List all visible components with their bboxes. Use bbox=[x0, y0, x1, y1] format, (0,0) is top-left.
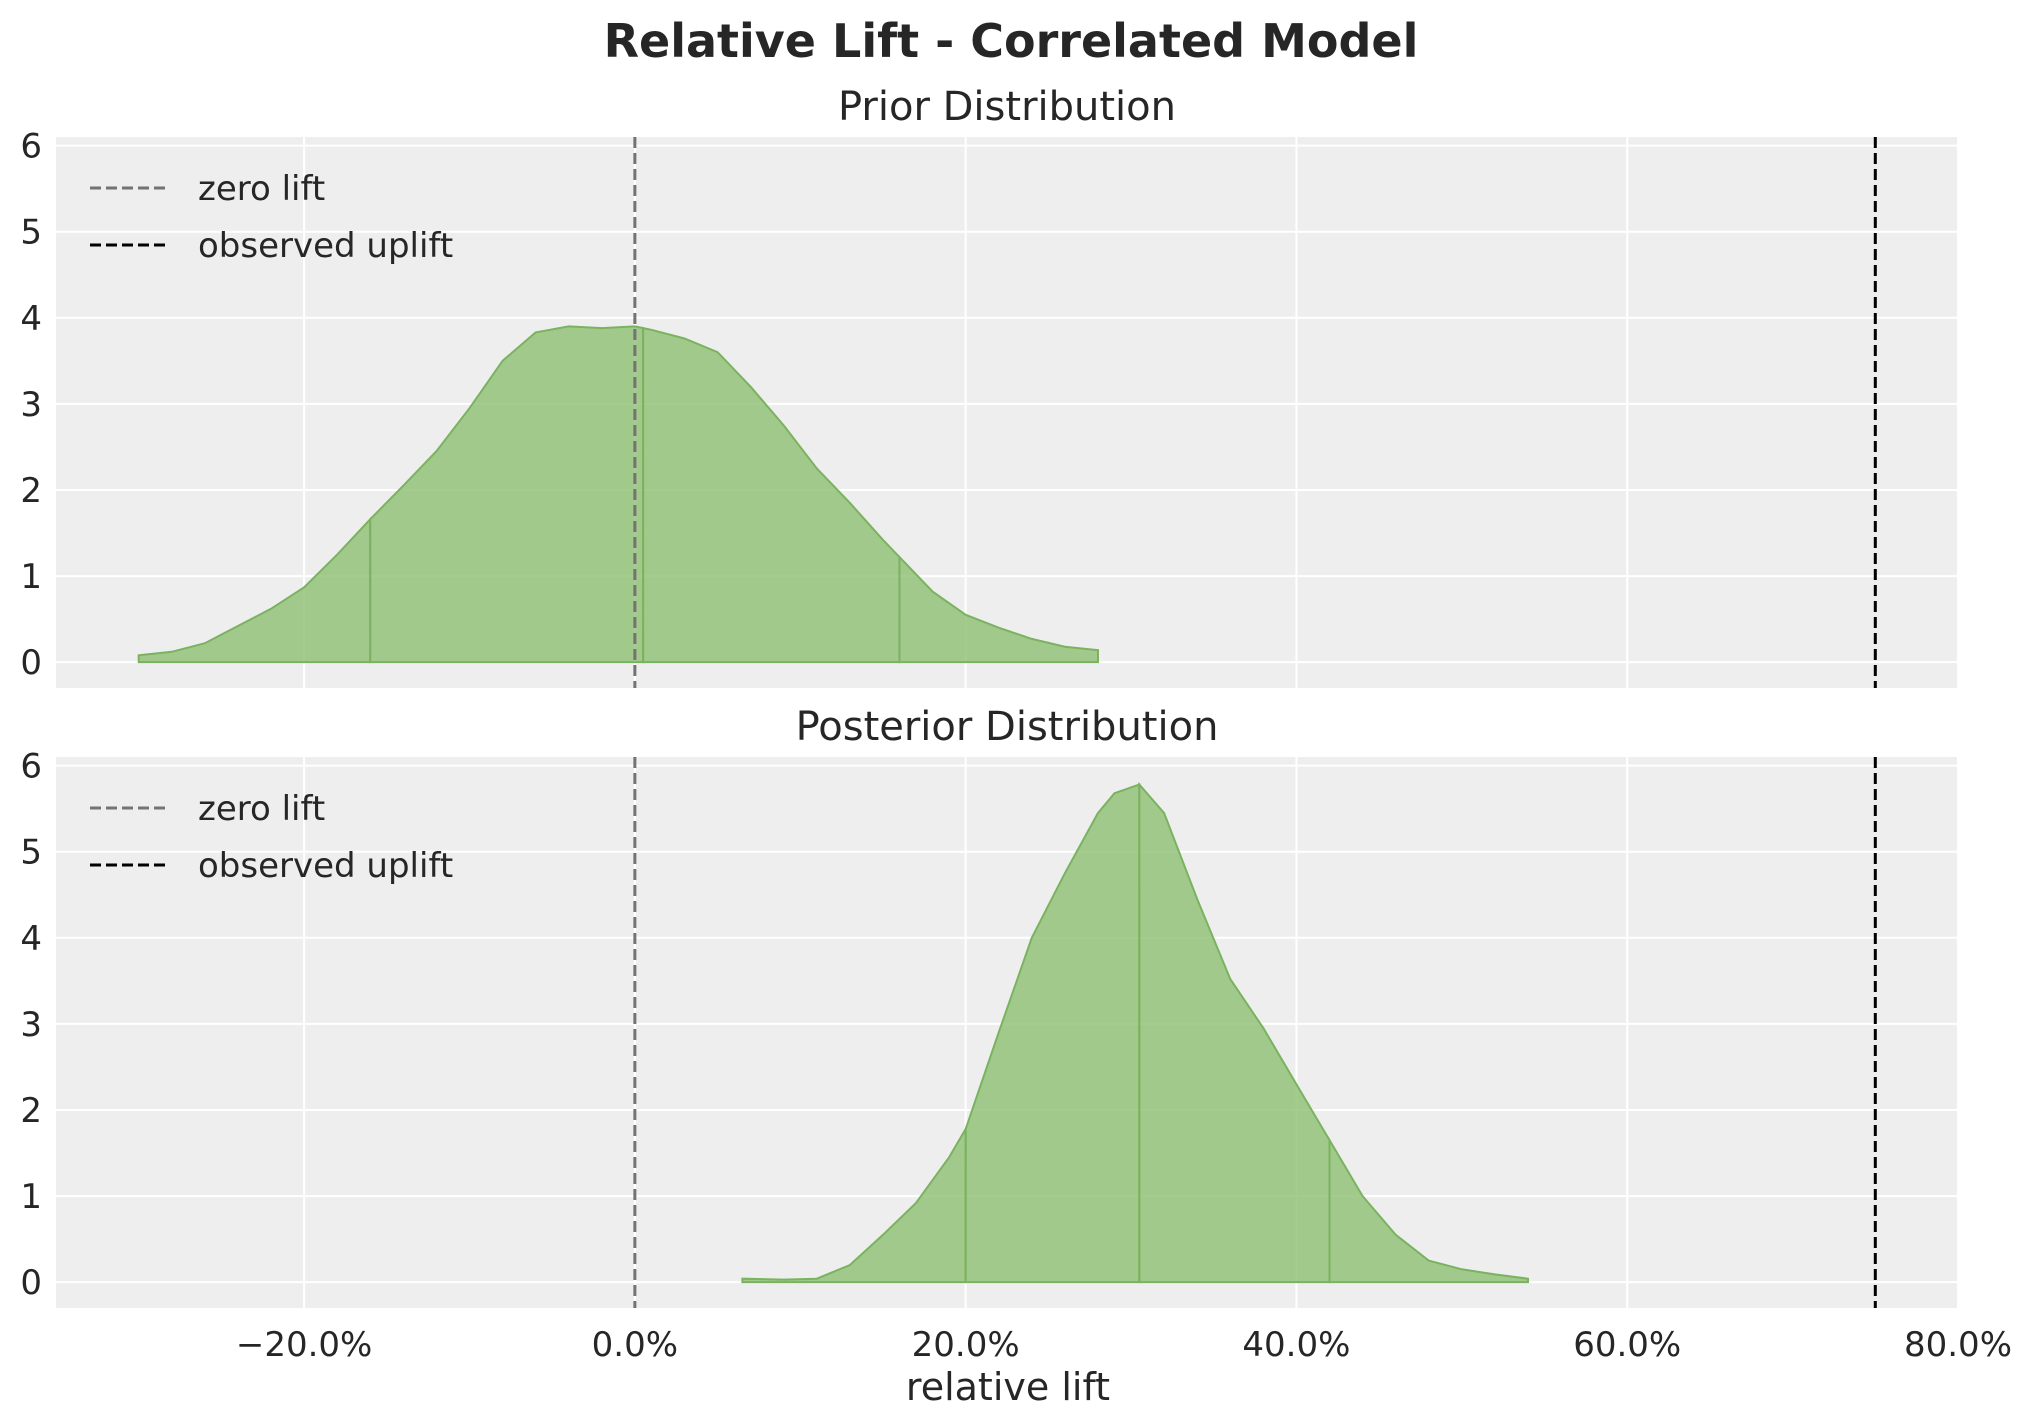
y-tick-label: 4 bbox=[20, 299, 42, 339]
posterior-ticks: 0 1 2 3 4 5 6 −20.0% 0.0% 20.0% 40.0% 60.0% 80.0% bbox=[20, 747, 2012, 1365]
y-tick-label: 0 bbox=[20, 643, 42, 683]
x-tick-label: 80.0% bbox=[1904, 1325, 2012, 1365]
posterior-panel: 0 1 2 3 4 5 6 −20.0% 0.0% 20.0% 40.0% 60.0% 80.0% Po… bbox=[20, 704, 2012, 1365]
posterior-legend: zero lift observed uplift bbox=[90, 789, 453, 886]
posterior-kde bbox=[741, 781, 1530, 1284]
y-tick-label: 5 bbox=[20, 833, 42, 873]
y-tick-label: 3 bbox=[20, 385, 42, 425]
prior-panel: 0 1 2 3 4 5 6 Prior Distribution zero lift obs… bbox=[20, 84, 1959, 688]
prior-reference-lines bbox=[633, 137, 1877, 688]
kde-segment bbox=[898, 554, 1100, 664]
suptitle: Relative Lift - Correlated Model bbox=[604, 14, 1419, 68]
y-tick-label: 4 bbox=[20, 919, 42, 959]
prior-legend-observed-uplift-label: observed uplift bbox=[198, 226, 453, 266]
x-tick-label: 40.0% bbox=[1242, 1325, 1350, 1365]
y-tick-label: 6 bbox=[20, 747, 42, 787]
kde-segment bbox=[1328, 1136, 1530, 1284]
prior-legend: zero lift observed uplift bbox=[90, 169, 453, 266]
posterior-title: Posterior Distribution bbox=[796, 704, 1219, 750]
posterior-legend-zero-lift-label: zero lift bbox=[198, 789, 325, 829]
x-tick-label: −20.0% bbox=[236, 1325, 373, 1365]
prior-legend-zero-lift-label: zero lift bbox=[198, 169, 325, 209]
posterior-legend-observed-uplift-label: observed uplift bbox=[198, 846, 453, 886]
y-tick-label: 2 bbox=[20, 471, 42, 511]
y-tick-label: 2 bbox=[20, 1091, 42, 1131]
y-tick-label: 6 bbox=[20, 127, 42, 167]
y-tick-label: 0 bbox=[20, 1263, 42, 1303]
y-tick-label: 5 bbox=[20, 213, 42, 253]
prior-title: Prior Distribution bbox=[838, 84, 1176, 130]
y-tick-label: 1 bbox=[20, 1177, 42, 1217]
posterior-reference-lines bbox=[633, 757, 1877, 1308]
x-tick-label: 0.0% bbox=[592, 1325, 678, 1365]
prior-ticks: 0 1 2 3 4 5 6 bbox=[20, 127, 42, 684]
x-tick-label: 60.0% bbox=[1573, 1325, 1681, 1365]
prior-kde bbox=[137, 325, 1100, 664]
x-tick-label: 20.0% bbox=[912, 1325, 1020, 1365]
y-tick-label: 3 bbox=[20, 1005, 42, 1045]
y-tick-label: 1 bbox=[20, 557, 42, 597]
x-axis-label: relative lift bbox=[906, 1365, 1110, 1409]
